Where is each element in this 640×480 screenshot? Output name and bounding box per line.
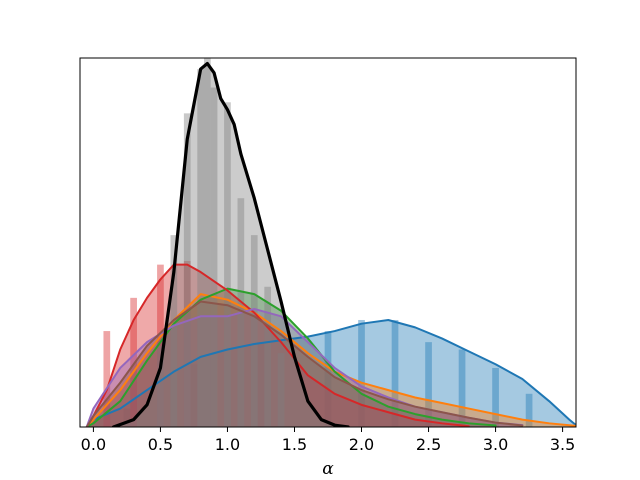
histogram-bar: [492, 367, 499, 427]
histogram-bar: [224, 102, 231, 427]
density-area: [86, 288, 496, 427]
histogram-bar: [358, 319, 365, 427]
x-tick-label: 1.0: [215, 435, 240, 454]
histogram-bar: [425, 342, 432, 427]
x-tick-label: 1.5: [282, 435, 307, 454]
histogram-bar: [264, 286, 272, 427]
x-tick-label: 2.5: [416, 435, 441, 454]
histogram-bar: [458, 349, 466, 427]
axes-frame: [79, 57, 577, 428]
histogram-bar: [190, 364, 198, 427]
density-line: [111, 61, 350, 427]
histogram-bar: [250, 235, 258, 427]
density-area: [86, 308, 523, 427]
density-line: [85, 263, 470, 427]
x-axis: 0.0 0.5 1.0 1.5 2.0 2.5 3.0 3.5: [81, 427, 575, 454]
histogram-bar: [123, 408, 131, 427]
histogram-bar: [157, 264, 164, 427]
density-area: [86, 294, 576, 427]
histogram-bar: [103, 331, 111, 427]
histogram-bar: [183, 113, 191, 427]
histogram-bar: [277, 353, 285, 427]
density-line: [85, 287, 497, 427]
x-tick-label: 3.0: [483, 435, 508, 454]
series-group: [85, 58, 576, 427]
histogram-bar: [157, 345, 164, 427]
x-axis-label: α: [322, 459, 334, 479]
histogram-bar: [257, 342, 265, 427]
density-line: [85, 293, 576, 427]
histogram-bar: [130, 297, 137, 427]
histogram-bar: [525, 393, 533, 427]
histogram-bar: [197, 69, 204, 427]
density-area: [86, 301, 523, 427]
histogram-bar: [183, 260, 191, 427]
histogram-bar: [170, 235, 178, 427]
density-line: [85, 300, 524, 427]
x-tick-label: 3.5: [550, 435, 575, 454]
x-tick-label: 2.0: [349, 435, 374, 454]
x-tick-label: 0.5: [148, 435, 173, 454]
histogram-bar: [210, 87, 218, 427]
x-tick-label: 0.0: [81, 435, 106, 454]
histogram-bar: [324, 331, 332, 427]
density-area: [86, 264, 469, 427]
plot-area: [85, 58, 576, 427]
histogram-bar: [391, 319, 399, 427]
histogram-bar: [204, 58, 211, 427]
